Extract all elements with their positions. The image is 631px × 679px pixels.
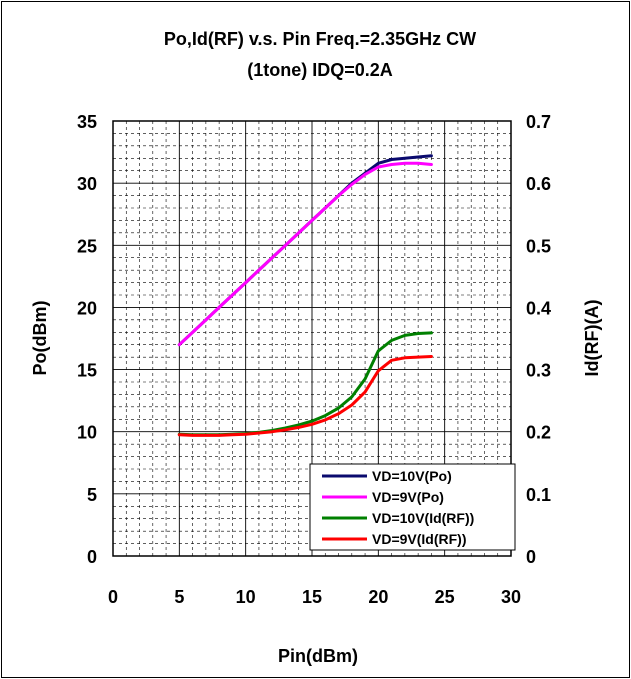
legend: VD=10V(Po) VD=9V(Po) VD=10V(Id(RF)) VD=9V(I…	[309, 463, 516, 551]
y-tick-label-left: 10	[77, 423, 97, 443]
series-line-1	[177, 154, 433, 347]
x-axis-label: Pin(dBm)	[278, 646, 358, 666]
legend-label-2: VD=9V(Po)	[372, 489, 444, 505]
x-tick-label: 10	[236, 587, 256, 607]
y-tick-label-right: 0.4	[526, 298, 551, 318]
x-tick-label: 15	[302, 587, 322, 607]
legend-box	[309, 463, 516, 551]
y-tick-label-right: 0.7	[526, 112, 551, 132]
series-line-2	[177, 161, 433, 347]
y-tick-label-left: 15	[77, 361, 97, 381]
y-axis-label-left: Po(dBm)	[30, 301, 50, 376]
x-tick-label: 5	[174, 587, 184, 607]
y-tick-label-left: 5	[87, 485, 97, 505]
legend-label-4: VD=9V(Id(RF))	[372, 531, 467, 547]
y-tick-label-right: 0	[526, 547, 536, 567]
axis-ticks: 0 5 10 15 20 25 300510152025303500.10.20.30.40…	[77, 112, 551, 607]
chart-title-line2: (1tone) IDQ=0.2A	[247, 60, 393, 80]
y-tick-label-right: 0.6	[526, 174, 551, 194]
x-tick-label: 20	[368, 587, 388, 607]
legend-label-3: VD=10V(Id(RF))	[372, 510, 474, 526]
series-line-4	[177, 355, 433, 437]
y-tick-label-left: 0	[87, 547, 97, 567]
y-tick-label-right: 0.3	[526, 361, 551, 381]
x-tick-label: 0	[108, 587, 118, 607]
chart-title-line1: Po,Id(RF) v.s. Pin Freq.=2.35GHz CW	[164, 29, 476, 49]
y-tick-label-right: 0.2	[526, 423, 551, 443]
x-tick-label: 25	[435, 587, 455, 607]
y-tick-label-left: 25	[77, 236, 97, 256]
y-tick-label-right: 0.1	[526, 485, 551, 505]
y-tick-label-right: 0.5	[526, 236, 551, 256]
y-tick-label-left: 20	[77, 298, 97, 318]
y-tick-label-left: 30	[77, 174, 97, 194]
x-tick-label: 30	[501, 587, 521, 607]
y-axis-label-right: Id(RF)(A)	[582, 300, 602, 377]
plot-area	[112, 120, 512, 557]
series-layer	[177, 154, 433, 437]
y-tick-label-left: 35	[77, 112, 97, 132]
legend-label-1: VD=10V(Po)	[372, 468, 452, 484]
